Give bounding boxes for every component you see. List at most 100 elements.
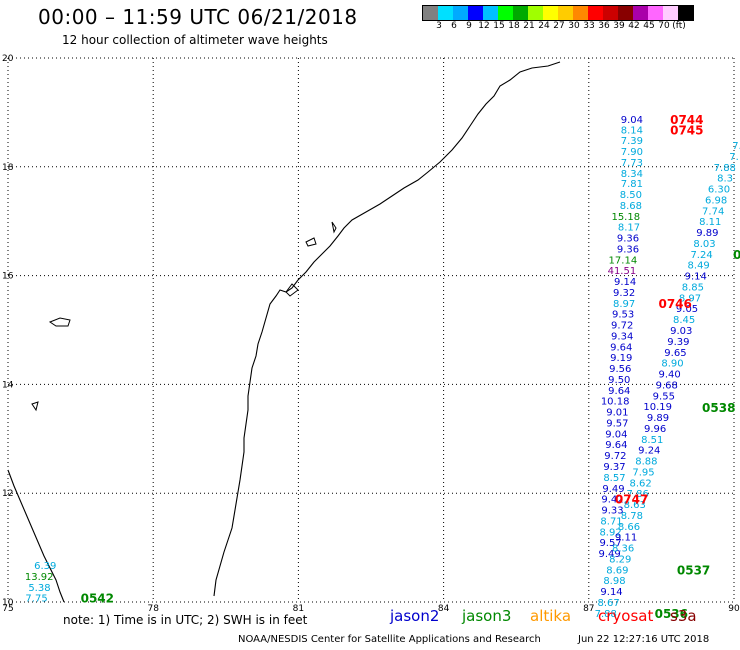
color-scale-label: 30 bbox=[568, 21, 580, 31]
color-swatch bbox=[468, 6, 483, 20]
color-swatch bbox=[438, 6, 453, 20]
color-swatch bbox=[633, 6, 648, 20]
wave-height-value: 8.88 bbox=[635, 457, 657, 468]
wave-height-value: 9.32 bbox=[613, 288, 635, 299]
longitude-tick-label: 84 bbox=[438, 604, 450, 614]
wave-height-value: 9.05 bbox=[676, 304, 698, 315]
wave-height-value: 8.57 bbox=[603, 473, 625, 484]
coastline bbox=[7, 61, 561, 603]
color-swatch bbox=[663, 6, 678, 20]
wave-height-value: 8.71 bbox=[600, 516, 622, 527]
color-scale-label: 36 bbox=[598, 21, 610, 31]
wave-height-value: 9.50 bbox=[608, 375, 630, 386]
color-scale-label: 45 bbox=[643, 21, 655, 31]
wave-height-value: 9.36 bbox=[617, 234, 639, 245]
wave-height-value: 6.98 bbox=[705, 195, 727, 206]
pass-time-label: 0745 bbox=[670, 123, 703, 137]
wave-height-value: 8.68 bbox=[620, 201, 642, 212]
wave-height-value: 13.92 bbox=[25, 572, 54, 583]
longitude-tick-label: 87 bbox=[583, 604, 594, 614]
longitude-tick-label: 75 bbox=[2, 604, 13, 614]
wave-height-value: 8.49 bbox=[688, 261, 710, 272]
wave-height-value: 6.39 bbox=[34, 561, 56, 572]
wave-height-value: 9.24 bbox=[638, 446, 660, 457]
color-scale-label: 33 bbox=[583, 21, 595, 31]
color-swatch bbox=[618, 6, 633, 20]
color-swatch bbox=[603, 6, 618, 20]
wave-height-value: 7.86 bbox=[627, 489, 649, 500]
sri-lanka-coast bbox=[7, 469, 65, 603]
wave-height-value: 9.53 bbox=[612, 310, 634, 321]
wave-height-value: 8.36 bbox=[612, 544, 634, 555]
wave-height-value: 8.50 bbox=[620, 190, 642, 201]
color-scale-label: 27 bbox=[553, 21, 565, 31]
pass-time-label: 05 bbox=[733, 248, 740, 262]
india-east-coastline bbox=[213, 61, 561, 597]
wave-height-value: 8.51 bbox=[641, 435, 663, 446]
legend-entry-jason3: jason3 bbox=[462, 607, 512, 625]
wave-height-value: 17.14 bbox=[609, 255, 638, 266]
color-scale-label: 70 bbox=[658, 21, 670, 31]
wave-height-value: 10.18 bbox=[601, 397, 630, 408]
color-swatch bbox=[423, 6, 438, 20]
legend-entry-jason2: jason2 bbox=[390, 607, 440, 625]
wave-height-value: 9.49 bbox=[598, 549, 620, 560]
wave-height-value: 9.57 bbox=[599, 538, 621, 549]
wave-height-value: 9.37 bbox=[603, 462, 625, 473]
longitude-tick-label: 78 bbox=[147, 604, 159, 614]
river-mouth-small bbox=[285, 283, 299, 297]
wave-height-value: 7.74 bbox=[702, 206, 724, 217]
legend-entry-altika: altika bbox=[530, 607, 572, 625]
color-scale-label: 15 bbox=[493, 21, 505, 31]
wave-height-value: 8.90 bbox=[661, 359, 683, 370]
wave-height-value: 8.66 bbox=[618, 522, 640, 533]
wave-height-value: 8.69 bbox=[606, 565, 628, 576]
wave-height-value: 7. bbox=[732, 141, 740, 152]
wave-height-value: 9.33 bbox=[601, 506, 623, 517]
wave-height-value: 7.39 bbox=[621, 136, 643, 147]
color-scale-label: 24 bbox=[538, 21, 550, 31]
wave-height-value: 8.78 bbox=[621, 511, 643, 522]
wave-height-value: 6.30 bbox=[708, 185, 730, 196]
color-scale-label: (ft) bbox=[672, 21, 686, 31]
latitude-tick-label: 12 bbox=[2, 489, 13, 499]
color-scale-label: 42 bbox=[628, 21, 640, 31]
wave-height-value: 9.64 bbox=[608, 386, 630, 397]
pass-time-label: 0542 bbox=[81, 592, 114, 606]
color-scale-label: 9 bbox=[466, 21, 472, 31]
island-1 bbox=[48, 317, 71, 327]
wave-height-value: 9.65 bbox=[664, 348, 686, 359]
wave-height-value: 9.49 bbox=[602, 484, 624, 495]
color-swatch bbox=[483, 6, 498, 20]
wave-height-value: 8.29 bbox=[609, 554, 631, 565]
wave-height-value: 7.88 bbox=[714, 163, 736, 174]
latitude-tick-label: 14 bbox=[2, 380, 14, 390]
longitude-tick-label: 90 bbox=[728, 604, 740, 614]
color-scale-label: 39 bbox=[613, 21, 625, 31]
latitude-tick-label: 18 bbox=[2, 163, 14, 173]
wave-height-value: 9.96 bbox=[644, 424, 666, 435]
wave-height-value: 8.3 bbox=[717, 174, 733, 185]
island-3 bbox=[31, 401, 39, 412]
latitude-tick-label: 20 bbox=[2, 54, 14, 64]
wave-height-value: 8.45 bbox=[673, 315, 695, 326]
wave-height-value: 8.97 bbox=[613, 299, 635, 310]
wave-height-value: 7.90 bbox=[621, 147, 643, 158]
wave-height-value: 9.14 bbox=[685, 272, 707, 283]
color-swatch bbox=[513, 6, 528, 20]
wave-height-value: 9.56 bbox=[609, 364, 631, 375]
wave-height-value: 7.75 bbox=[25, 594, 47, 605]
color-scale-bar bbox=[422, 5, 694, 21]
color-swatch bbox=[453, 6, 468, 20]
wave-height-value: 8.17 bbox=[618, 223, 640, 234]
wave-height-value: 5.38 bbox=[28, 583, 50, 594]
wave-height-value: 9.64 bbox=[610, 342, 632, 353]
wave-height-value: 8.14 bbox=[621, 125, 643, 136]
wave-height-value: 9.89 bbox=[647, 413, 669, 424]
color-swatch bbox=[543, 6, 558, 20]
wave-height-value: 7.81 bbox=[621, 179, 643, 190]
wave-height-value: 8.92 bbox=[599, 527, 621, 538]
wave-height-value: 8.62 bbox=[629, 478, 651, 489]
wave-height-value: 8.85 bbox=[682, 282, 704, 293]
